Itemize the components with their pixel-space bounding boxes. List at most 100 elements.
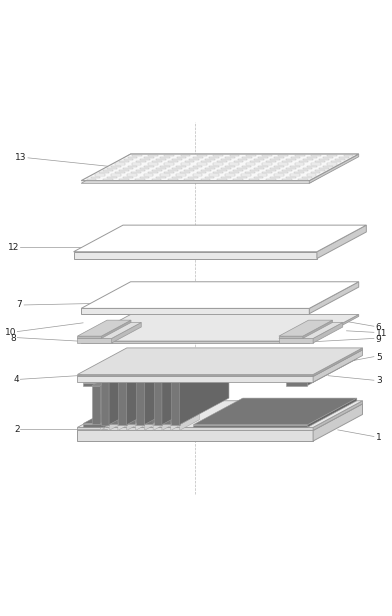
Polygon shape (313, 348, 363, 376)
Bar (278, 163, 288, 164)
Bar (107, 168, 117, 169)
Bar (336, 159, 345, 160)
Bar (193, 166, 202, 167)
Bar (262, 163, 272, 164)
Text: 13: 13 (15, 153, 26, 163)
Polygon shape (279, 322, 343, 338)
Bar (241, 166, 251, 167)
Bar (274, 174, 284, 176)
Bar (221, 177, 231, 178)
Bar (290, 156, 300, 158)
Bar (205, 159, 215, 160)
Polygon shape (180, 355, 229, 424)
Bar (209, 156, 219, 158)
Bar (176, 174, 186, 176)
Polygon shape (101, 355, 158, 382)
Bar (262, 172, 272, 174)
Polygon shape (144, 355, 194, 424)
Bar (282, 179, 292, 180)
Bar (193, 156, 203, 158)
Bar (254, 168, 263, 169)
Polygon shape (77, 401, 363, 428)
Bar (176, 166, 186, 167)
Bar (192, 174, 202, 176)
Bar (229, 163, 239, 164)
Bar (201, 161, 211, 163)
Polygon shape (171, 413, 191, 431)
Bar (184, 179, 194, 180)
Polygon shape (77, 350, 363, 376)
Bar (123, 177, 133, 178)
Bar (246, 155, 256, 156)
Polygon shape (127, 359, 185, 386)
Text: 11: 11 (376, 328, 387, 338)
Bar (246, 163, 256, 164)
Polygon shape (153, 359, 203, 424)
Bar (213, 163, 223, 164)
Bar (148, 163, 158, 164)
Bar (319, 159, 329, 160)
Bar (164, 172, 174, 174)
Bar (111, 174, 121, 176)
Polygon shape (154, 355, 211, 382)
Polygon shape (279, 338, 313, 343)
Bar (119, 170, 129, 171)
Polygon shape (313, 322, 343, 343)
Bar (197, 155, 207, 156)
Polygon shape (307, 355, 357, 386)
Text: 10: 10 (5, 328, 16, 337)
Bar (127, 174, 137, 176)
Bar (303, 159, 312, 160)
Text: 12: 12 (8, 243, 20, 252)
Bar (230, 155, 240, 156)
Bar (180, 163, 190, 164)
Bar (294, 163, 304, 164)
Bar (307, 174, 316, 176)
Bar (136, 170, 145, 171)
Bar (241, 174, 251, 176)
Bar (172, 159, 182, 160)
Bar (197, 163, 207, 164)
Bar (258, 174, 267, 176)
Bar (225, 166, 235, 167)
Polygon shape (171, 359, 220, 424)
Bar (250, 170, 260, 171)
Bar (140, 177, 149, 178)
Polygon shape (81, 341, 309, 343)
Text: 4: 4 (14, 375, 20, 384)
Polygon shape (92, 359, 150, 386)
Polygon shape (77, 404, 363, 431)
Bar (315, 161, 325, 163)
Bar (181, 155, 191, 156)
Bar (99, 172, 109, 174)
Bar (225, 156, 235, 158)
Polygon shape (102, 320, 131, 338)
Bar (221, 168, 231, 169)
Bar (143, 174, 153, 176)
Polygon shape (145, 386, 153, 424)
Polygon shape (303, 320, 332, 338)
Text: 1: 1 (376, 433, 381, 442)
Polygon shape (136, 359, 185, 424)
Bar (189, 168, 198, 169)
Bar (168, 161, 178, 163)
Polygon shape (100, 359, 150, 424)
Polygon shape (118, 359, 167, 424)
Polygon shape (81, 154, 359, 180)
Polygon shape (83, 397, 153, 424)
Bar (278, 155, 288, 156)
Bar (217, 179, 227, 180)
Bar (254, 177, 263, 178)
Bar (290, 174, 300, 176)
Bar (213, 172, 223, 174)
Bar (331, 161, 341, 163)
Bar (136, 161, 145, 163)
Bar (168, 179, 178, 180)
Bar (270, 159, 280, 160)
Bar (131, 172, 141, 174)
Bar (115, 172, 125, 174)
Bar (111, 166, 121, 167)
Bar (258, 156, 268, 158)
Polygon shape (153, 413, 173, 431)
Polygon shape (81, 282, 359, 309)
